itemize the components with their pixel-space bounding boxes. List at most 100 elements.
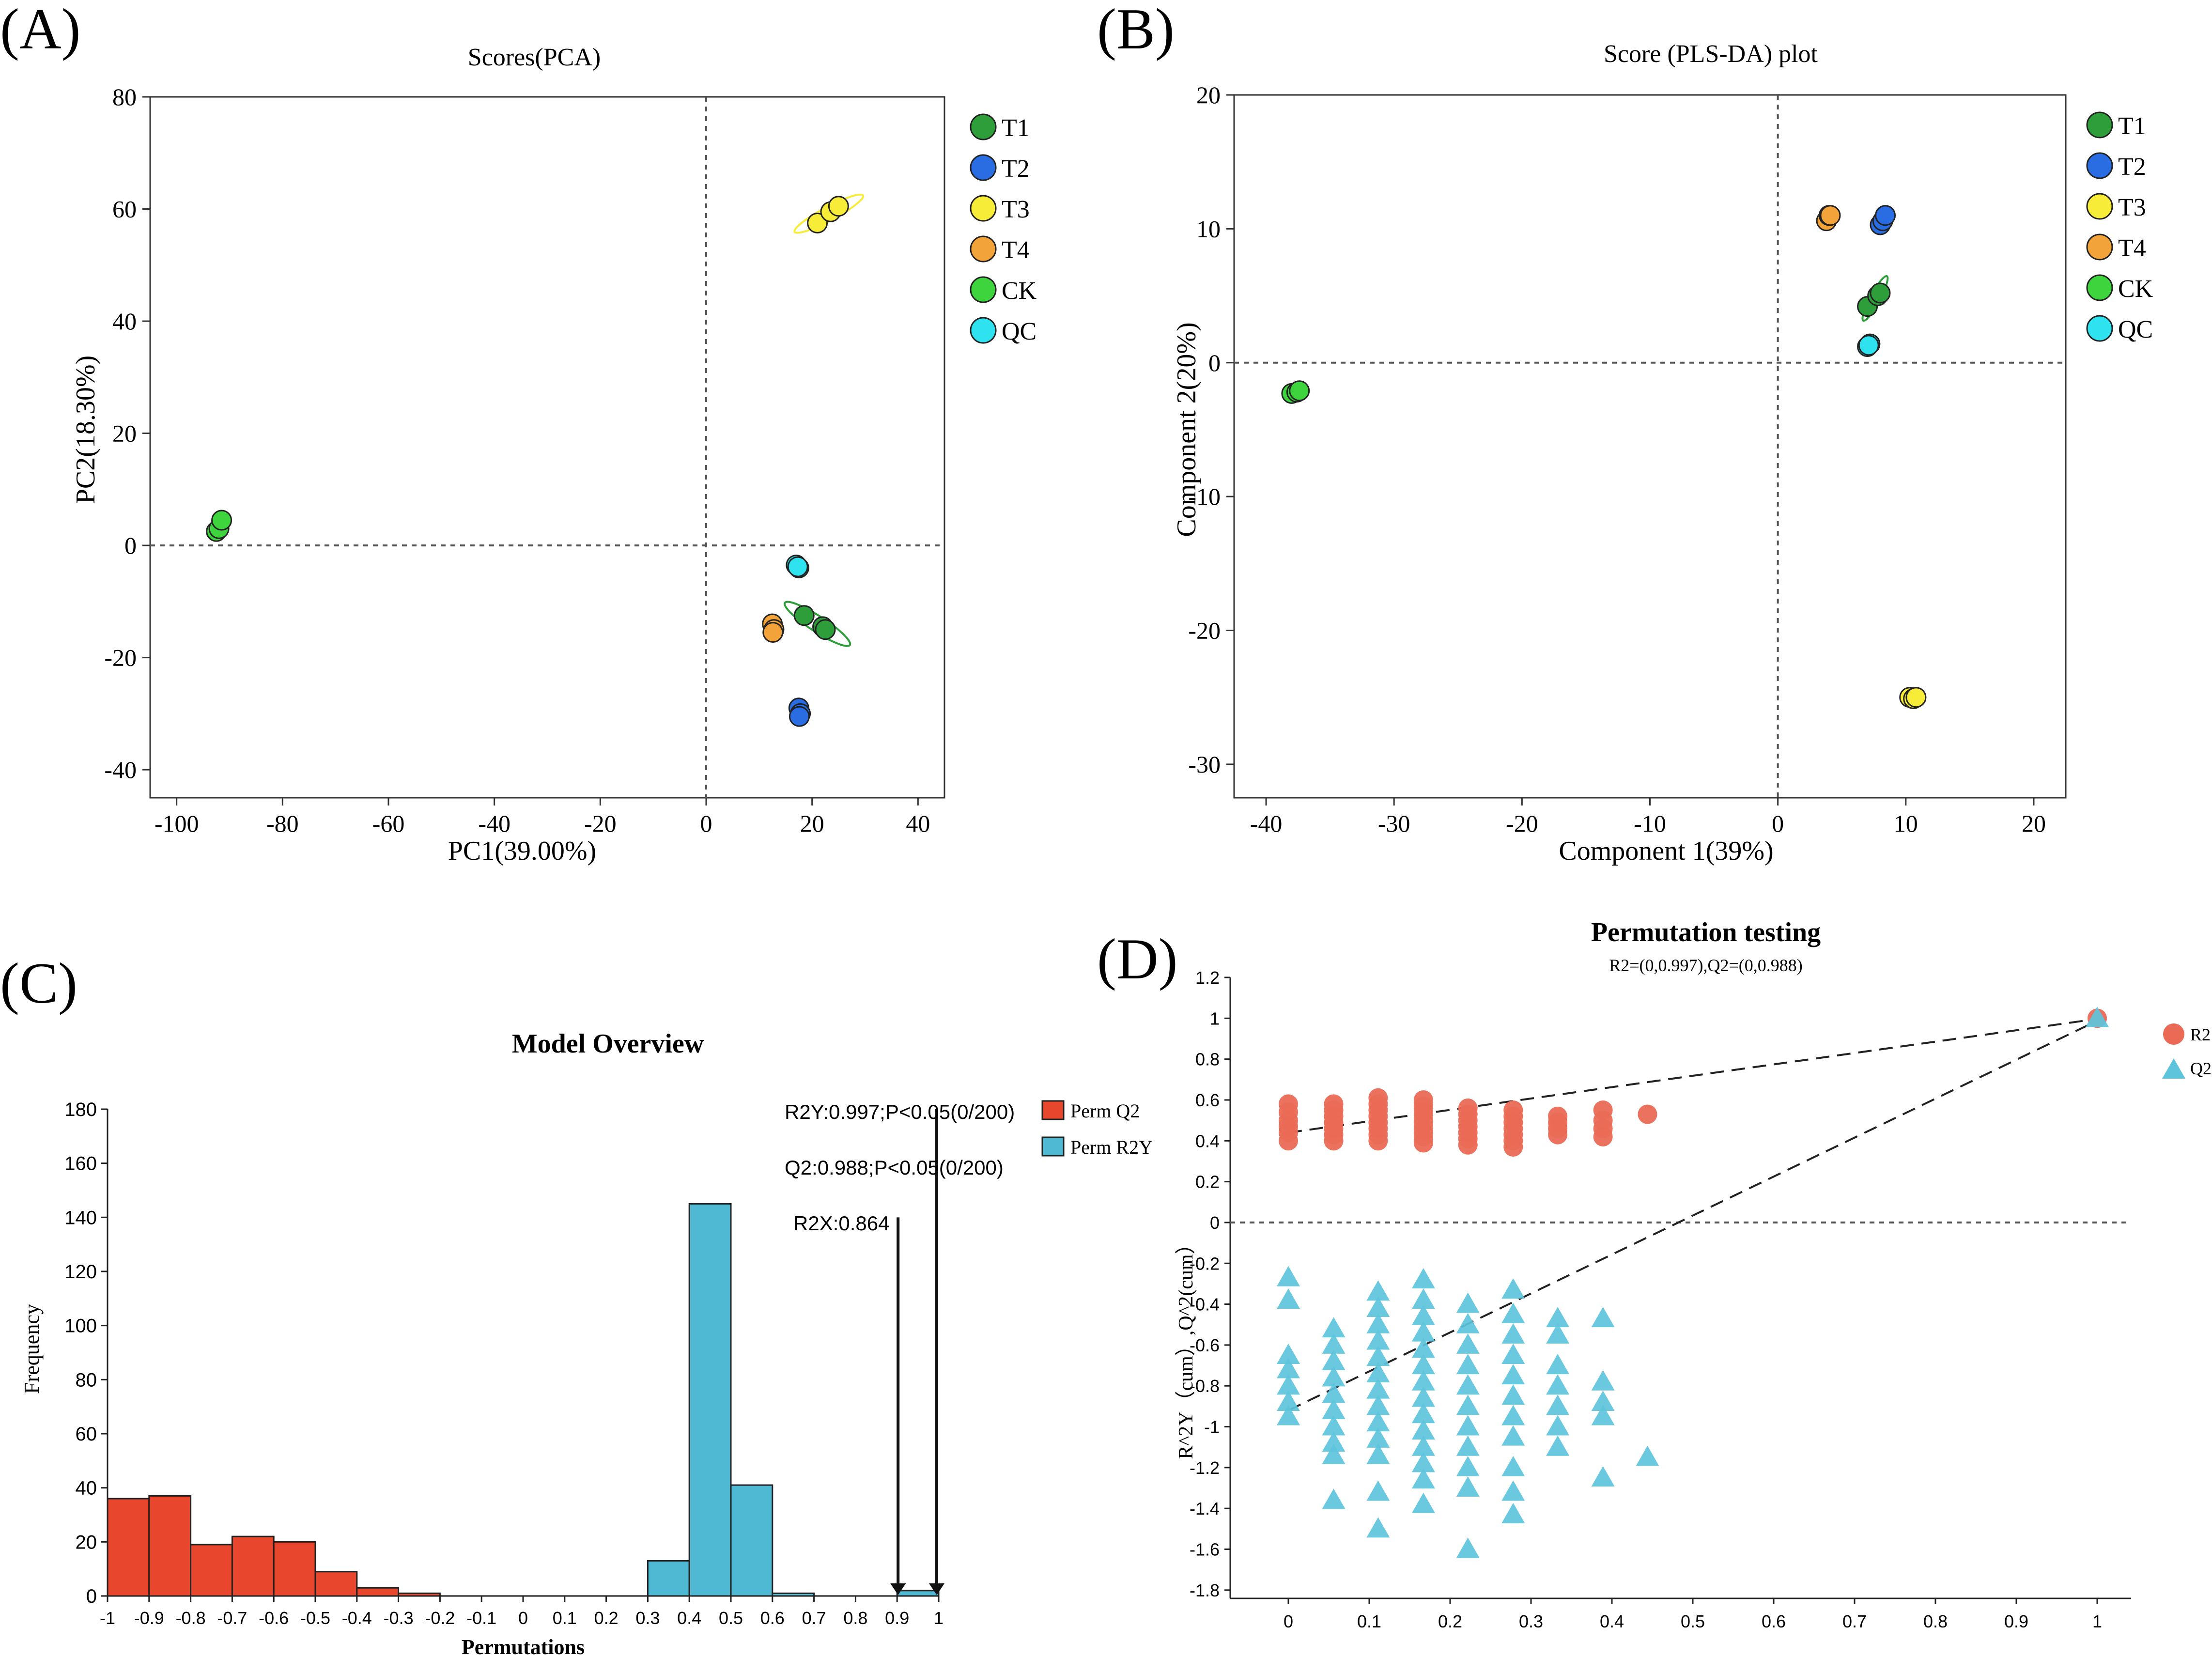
data-point-q2 <box>1501 1425 1525 1446</box>
data-point-t4 <box>762 622 784 643</box>
data-point-q2 <box>1322 1333 1346 1354</box>
data-point-q2 <box>1366 1346 1390 1366</box>
data-point-q2 <box>1546 1354 1570 1375</box>
data-point-qc <box>787 556 808 577</box>
data-point-q2 <box>1546 1307 1570 1328</box>
data-point-q2 <box>1277 1358 1300 1378</box>
y-tick-label: 40 <box>112 308 137 335</box>
legend-label: CK <box>1002 277 1037 305</box>
y-tick-label: 60 <box>76 1424 97 1445</box>
histogram-bar-r2y <box>896 1590 940 1597</box>
legend-label: T4 <box>2118 234 2146 262</box>
x-tick-label: -20 <box>584 810 617 837</box>
chart-title: Score (PLS-DA) plot <box>1604 40 1818 68</box>
data-point-q2 <box>1277 1288 1300 1309</box>
data-point-q2 <box>1501 1384 1525 1405</box>
data-point-q2 <box>1636 1445 1659 1466</box>
data-point-q2 <box>1277 1343 1300 1364</box>
data-point-qc <box>1858 335 1879 356</box>
histogram-bar-q2 <box>398 1592 441 1597</box>
data-point-q2 <box>1456 1313 1480 1333</box>
x-tick-label: -40 <box>478 810 510 837</box>
data-point-q2 <box>1546 1394 1570 1415</box>
data-point-t4 <box>1820 205 1841 226</box>
data-point-t3 <box>828 196 849 217</box>
x-tick-label: 0.3 <box>635 1608 660 1628</box>
data-point-q2 <box>1591 1390 1615 1411</box>
x-tick-label: 0.8 <box>1923 1611 1948 1631</box>
legend-label: T3 <box>2118 194 2146 221</box>
data-point-q2 <box>1456 1456 1480 1476</box>
data-point-q2 <box>1501 1323 1525 1344</box>
data-point-q2 <box>1411 1435 1435 1456</box>
x-tick-label: 0.9 <box>2004 1611 2028 1631</box>
legend-label: T2 <box>2118 153 2146 181</box>
data-point-q2 <box>1546 1435 1570 1456</box>
histogram-bar-q2 <box>107 1498 150 1597</box>
x-tick-label: 0.9 <box>885 1608 909 1628</box>
legend-marker <box>970 195 997 222</box>
data-point-q2 <box>1501 1480 1525 1501</box>
data-point-q2 <box>1546 1374 1570 1395</box>
x-tick-label: -30 <box>1378 810 1410 837</box>
y-tick-label: 0.2 <box>1195 1172 1220 1192</box>
data-point-q2 <box>1322 1443 1346 1464</box>
data-point-q2 <box>1366 1443 1390 1464</box>
panel-label-d: (D) <box>1097 927 1178 991</box>
plsda-scores-chart: Score (PLS-DA) plot Component 1(39%) Com… <box>1172 40 2153 866</box>
y-tick-label: 0 <box>86 1586 97 1607</box>
x-tick-label: 0.7 <box>802 1608 826 1628</box>
x-tick-label: 20 <box>2022 810 2046 837</box>
y-tick-label: 0 <box>1210 1213 1220 1233</box>
y-tick-label: -1.2 <box>1190 1458 1220 1478</box>
data-point-q2 <box>1411 1452 1435 1472</box>
x-tick-label: 0.1 <box>553 1608 577 1628</box>
legend-label: R2 <box>2190 1025 2211 1044</box>
data-point-q2 <box>1501 1343 1525 1364</box>
annotation-label: R2X:0.864 <box>793 1212 889 1235</box>
data-point-r2 <box>1593 1127 1613 1146</box>
data-point-q2 <box>1366 1313 1390 1333</box>
y-tick-label: 0 <box>124 532 137 559</box>
x-tick-label: -60 <box>372 810 405 837</box>
data-point-q2 <box>1411 1492 1435 1513</box>
annotation-arrowhead <box>890 1583 906 1595</box>
y-axis-label: Component 2(20%) <box>1172 322 1202 537</box>
y-tick-label: -0.2 <box>1190 1254 1220 1273</box>
x-tick-label: 0.6 <box>1762 1611 1786 1631</box>
data-point-q2 <box>1456 1374 1480 1395</box>
data-point-q2 <box>1501 1456 1525 1476</box>
legend-marker <box>2086 193 2113 220</box>
x-axis-label: Permutations <box>462 1635 585 1657</box>
y-tick-label: 1.2 <box>1195 968 1220 988</box>
x-tick-label: -0.6 <box>259 1608 289 1628</box>
x-tick-label: -1 <box>100 1608 115 1628</box>
legend-label: T1 <box>2118 112 2146 140</box>
x-tick-label: 0 <box>700 810 712 837</box>
data-point-q2 <box>1591 1370 1615 1391</box>
legend-marker <box>1041 1136 1065 1157</box>
data-point-t2 <box>789 706 810 727</box>
data-point-q2 <box>1322 1317 1346 1338</box>
data-point-q2 <box>1366 1329 1390 1350</box>
histogram-bar-q2 <box>190 1544 233 1597</box>
data-point-q2 <box>1366 1378 1390 1399</box>
legend-marker <box>970 276 997 303</box>
permutation-testing-chart: Permutation testing R2=(0,0.997),Q2=(0,0… <box>1175 917 2212 1631</box>
y-tick-label: 1 <box>1210 1008 1220 1028</box>
histogram-bar-q2 <box>273 1541 316 1597</box>
legend-label: T4 <box>1002 236 1030 264</box>
legend-label: Q2 <box>2190 1059 2212 1078</box>
data-point-q2 <box>1411 1468 1435 1489</box>
data-point-q2 <box>1277 1405 1300 1425</box>
y-tick-label: -1.8 <box>1190 1580 1220 1600</box>
y-tick-label: -1.4 <box>1190 1499 1220 1518</box>
x-tick-label: 0.5 <box>719 1608 743 1628</box>
data-point-q2 <box>1456 1476 1480 1497</box>
data-point-q2 <box>1456 1394 1480 1415</box>
y-tick-label: 0.6 <box>1195 1090 1220 1110</box>
data-point-q2 <box>1411 1288 1435 1309</box>
y-tick-label: 20 <box>112 420 137 447</box>
data-point-q2 <box>1366 1411 1390 1432</box>
histogram-bar-q2 <box>356 1587 400 1597</box>
